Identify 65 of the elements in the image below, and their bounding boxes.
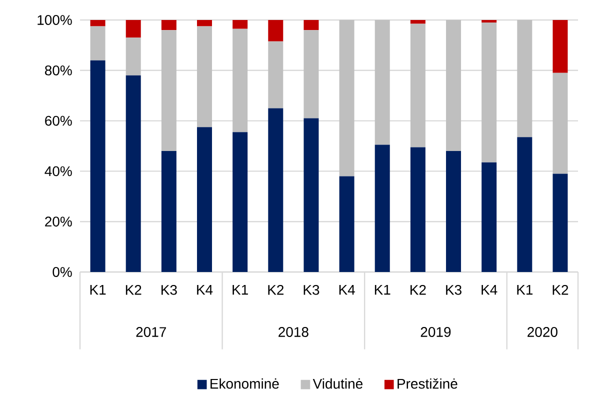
bar: [304, 118, 319, 272]
bar: [304, 20, 319, 30]
bar: [161, 20, 176, 30]
bar: [517, 20, 532, 138]
bar: [304, 30, 319, 118]
x-tick-label: K2: [268, 284, 284, 295]
bar: [161, 151, 176, 272]
bar: [197, 20, 212, 26]
bar: [339, 176, 354, 272]
x-tick-label: K2: [126, 284, 142, 295]
x-tick-label: K3: [304, 284, 320, 295]
x-tick-label: K1: [517, 284, 533, 295]
x-tick-label: K2: [552, 284, 568, 295]
y-tick-label: 40%: [44, 166, 72, 176]
bar: [90, 20, 106, 26]
bar: [232, 28, 248, 132]
x-tick-label: K2: [410, 284, 426, 295]
bar: [517, 137, 532, 272]
bar: [90, 26, 106, 60]
x-tick-label: K1: [374, 284, 390, 295]
bar: [552, 174, 568, 272]
bar: [268, 20, 284, 42]
x-tick-label: K4: [339, 284, 355, 295]
bar: [232, 132, 248, 272]
bar: [268, 41, 284, 108]
bar: [552, 20, 568, 73]
legend-label: Vidutinė: [312, 378, 362, 389]
bar: [126, 38, 141, 76]
bar: [482, 20, 497, 23]
y-tick-label: 20%: [45, 216, 72, 227]
bar: [374, 144, 390, 272]
bar: [197, 127, 212, 272]
text: 2018: [278, 327, 308, 337]
bar: [446, 20, 462, 152]
y-tick-label: 100%: [38, 15, 72, 25]
bar: [374, 20, 390, 145]
text: 2020: [528, 327, 558, 337]
bar: [126, 20, 141, 38]
text: 2019: [420, 327, 451, 337]
y-tick-label: 60%: [45, 116, 72, 126]
x-tick-label: K3: [162, 284, 177, 295]
legend-label: Prestižinė: [398, 378, 458, 389]
bar: [197, 26, 212, 128]
bar: [482, 22, 497, 162]
bar: [410, 24, 426, 148]
bar: [268, 108, 284, 272]
bar: [161, 30, 176, 152]
bar: [552, 72, 568, 174]
bar: [339, 20, 354, 176]
y-tick-label: 80%: [44, 65, 72, 76]
bar: [232, 20, 248, 29]
text: 2017: [136, 327, 166, 337]
bar: [126, 75, 141, 272]
x-tick-label: K1: [90, 284, 106, 295]
x-tick-label: K3: [446, 284, 462, 295]
x-tick-label: K1: [232, 284, 248, 295]
bar: [410, 20, 426, 24]
x-tick-label: K4: [197, 284, 213, 295]
legend-label: Ekonominė: [210, 378, 279, 389]
bar: [90, 60, 106, 272]
x-tick-label: K4: [482, 284, 498, 295]
bar: [446, 151, 462, 272]
bar: [410, 147, 426, 272]
bar: [482, 162, 497, 272]
y-tick-label: 0%: [52, 267, 72, 277]
